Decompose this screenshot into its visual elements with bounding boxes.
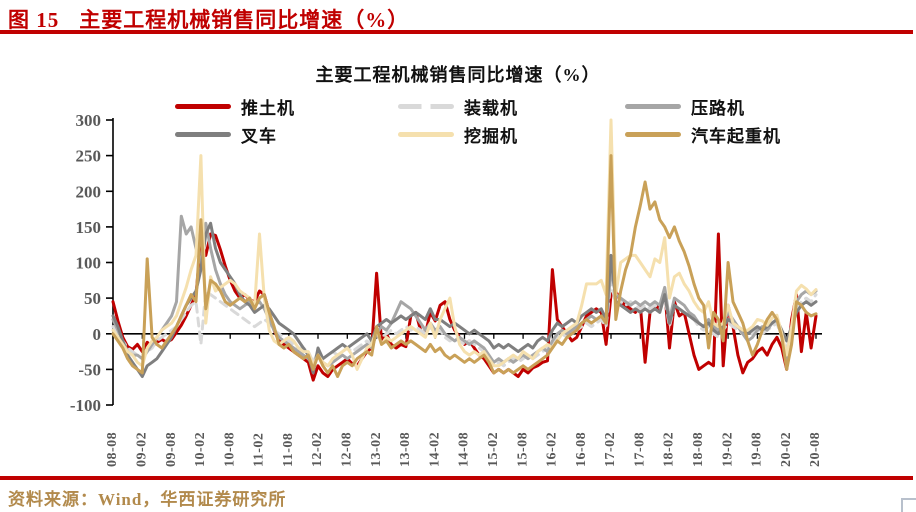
x-tick-label: 10-08 bbox=[222, 432, 237, 467]
legend-item-roller: 压路机 bbox=[625, 92, 781, 120]
figure-title: 主要工程机械销售同比增速（%） bbox=[79, 8, 410, 32]
legend-swatch-truck-crane bbox=[625, 131, 681, 137]
x-tick-label: 16-08 bbox=[574, 432, 589, 467]
legend-swatch-bulldozer bbox=[175, 103, 231, 109]
series-line-truck-crane bbox=[111, 154, 818, 378]
legend-label-bulldozer: 推土机 bbox=[241, 98, 295, 118]
x-tick-label: 19-08 bbox=[750, 432, 765, 467]
y-tick-label: 150 bbox=[76, 218, 102, 237]
y-tick-label: 250 bbox=[76, 147, 102, 166]
legend-column-3: 压路机 汽车起重机 bbox=[625, 92, 781, 148]
x-tick-label: 13-08 bbox=[398, 432, 413, 467]
legend-item-loader: 装载机 bbox=[398, 92, 518, 120]
x-tick-label: 20-02 bbox=[779, 432, 794, 467]
footer-divider bbox=[0, 476, 913, 480]
chart-title: 主要工程机械销售同比增速（%） bbox=[315, 65, 601, 85]
legend-column-2: 装载机 挖掘机 bbox=[398, 92, 518, 148]
y-tick-label: 0 bbox=[93, 325, 102, 344]
x-tick-label: 20-08 bbox=[808, 432, 823, 467]
y-tick-label: 200 bbox=[76, 182, 102, 201]
x-tick-label: 17-08 bbox=[633, 432, 648, 467]
x-tick-label: 12-08 bbox=[340, 432, 355, 467]
x-tick-label: 18-02 bbox=[662, 432, 677, 467]
x-tick-label: 17-02 bbox=[603, 432, 618, 467]
x-tick-label: 11-08 bbox=[281, 433, 296, 467]
x-tick-label: 12-02 bbox=[310, 432, 325, 467]
legend-column-1: 推土机 叉车 bbox=[175, 92, 295, 148]
x-tick-label: 15-02 bbox=[486, 432, 501, 467]
x-tick-label: 15-08 bbox=[515, 432, 530, 467]
legend-swatch-loader bbox=[398, 103, 454, 109]
x-tick-label: 19-02 bbox=[720, 432, 735, 467]
legend-item-bulldozer: 推土机 bbox=[175, 92, 295, 120]
legend-item-forklift: 叉车 bbox=[175, 120, 295, 148]
x-tick-label: 14-08 bbox=[457, 432, 472, 467]
series-line-forklift bbox=[111, 221, 818, 378]
legend-item-truck-crane: 汽车起重机 bbox=[625, 120, 781, 148]
legend-label-excavator: 挖掘机 bbox=[464, 126, 518, 146]
x-tick-label: 09-08 bbox=[164, 432, 179, 467]
y-tick-label: 300 bbox=[76, 111, 102, 130]
x-tick-label: 08-08 bbox=[105, 432, 120, 467]
x-tick-label: 18-08 bbox=[691, 432, 706, 467]
y-tick-label: -100 bbox=[70, 396, 101, 415]
legend-item-excavator: 挖掘机 bbox=[398, 120, 518, 148]
x-tick-label: 09-02 bbox=[135, 432, 150, 467]
figure-header: 图 15 主要工程机械销售同比增速（%） bbox=[8, 4, 409, 34]
chart-legend: 推土机 叉车 装载机 挖掘机 压路机 汽车起重机 bbox=[0, 92, 916, 148]
x-tick-label: 10-02 bbox=[193, 432, 208, 467]
y-tick-label: -50 bbox=[78, 360, 101, 379]
legend-swatch-excavator bbox=[398, 131, 454, 137]
y-tick-label: 100 bbox=[76, 254, 102, 273]
legend-label-truck-crane: 汽车起重机 bbox=[691, 126, 781, 146]
x-tick-label: 14-02 bbox=[427, 432, 442, 467]
y-tick-label: 50 bbox=[84, 289, 101, 308]
legend-swatch-forklift bbox=[175, 131, 231, 137]
legend-swatch-roller bbox=[625, 103, 681, 109]
page-corner-mark bbox=[901, 498, 916, 512]
source-note: 资料来源：Wind，华西证券研究所 bbox=[8, 490, 287, 509]
header-divider bbox=[0, 30, 913, 34]
legend-label-roller: 压路机 bbox=[691, 98, 745, 118]
series-line-excavator bbox=[111, 118, 818, 371]
x-tick-label: 16-02 bbox=[545, 432, 560, 467]
x-tick-label: 11-02 bbox=[252, 433, 267, 467]
series-line-loader bbox=[111, 278, 818, 368]
figure-number: 图 15 bbox=[8, 8, 60, 32]
legend-label-forklift: 叉车 bbox=[241, 126, 277, 146]
x-tick-label: 13-02 bbox=[369, 432, 384, 467]
legend-label-loader: 装载机 bbox=[464, 98, 518, 118]
